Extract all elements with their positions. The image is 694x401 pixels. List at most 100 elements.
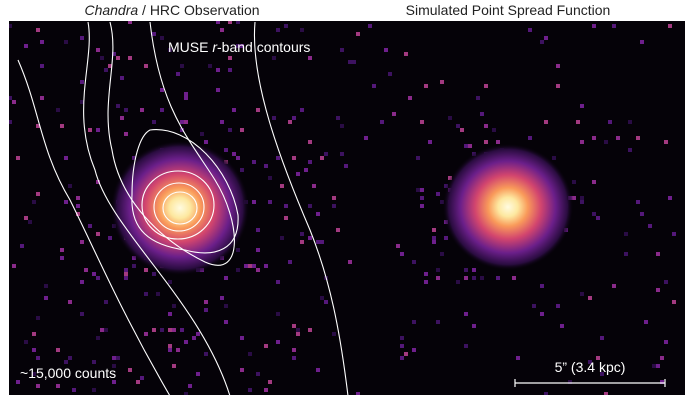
noise-pixel [648, 224, 652, 228]
noise-pixel [112, 380, 116, 384]
noise-pixel [420, 120, 424, 124]
noise-pixel [356, 32, 360, 36]
noise-pixel [652, 364, 656, 368]
noise-pixel [640, 212, 644, 216]
noise-pixel [12, 100, 16, 104]
noise-pixel [572, 196, 576, 200]
noise-pixel [24, 216, 28, 220]
noise-pixel [204, 300, 208, 304]
noise-pixel [580, 104, 584, 108]
panel-title: Simulated Point Spread Function [406, 2, 611, 18]
noise-pixel [332, 332, 336, 336]
noise-pixel [20, 244, 24, 248]
noise-pixel [104, 328, 108, 332]
noise-pixel [476, 96, 480, 100]
noise-pixel [196, 332, 200, 336]
noise-pixel [292, 116, 296, 120]
psf-source [442, 143, 574, 271]
noise-pixel [68, 184, 72, 188]
noise-pixel [364, 136, 368, 140]
noise-pixel [92, 388, 96, 392]
noise-pixel [664, 280, 668, 284]
noise-pixel [404, 352, 408, 356]
noise-pixel [180, 120, 184, 124]
noise-pixel [644, 320, 648, 324]
noise-pixel [80, 100, 84, 104]
noise-pixel [612, 284, 616, 288]
noise-pixel [112, 364, 116, 368]
noise-pixel [456, 280, 460, 284]
noise-pixel [68, 356, 72, 360]
noise-pixel [336, 228, 340, 232]
noise-pixel [144, 332, 148, 336]
noise-pixel [72, 388, 76, 392]
noise-pixel [440, 252, 444, 256]
noise-pixel [420, 196, 424, 200]
noise-pixel [280, 184, 284, 188]
noise-pixel [464, 344, 468, 348]
noise-pixel [336, 116, 340, 120]
noise-pixel [496, 276, 500, 280]
noise-pixel [80, 80, 84, 84]
noise-pixel [540, 40, 544, 44]
noise-pixel [544, 120, 548, 124]
noise-pixel [292, 156, 296, 160]
noise-pixel [24, 44, 28, 48]
contour [141, 170, 215, 240]
label-part: r [212, 39, 218, 55]
noise-pixel [144, 292, 148, 296]
noise-pixel [192, 336, 196, 340]
noise-pixel [196, 372, 200, 376]
noise-pixel [224, 320, 228, 324]
noise-pixel [252, 160, 256, 164]
contour [131, 129, 239, 254]
noise-pixel [440, 200, 444, 204]
noise-pixel [340, 48, 344, 52]
noise-pixel [512, 276, 516, 280]
noise-pixel [372, 84, 376, 88]
noise-pixel [92, 360, 96, 364]
noise-pixel [348, 260, 352, 264]
noise-pixel [44, 284, 48, 288]
noise-pixel [100, 56, 104, 60]
noise-pixel [592, 180, 596, 184]
noise-pixel [240, 168, 244, 172]
noise-pixel [236, 44, 240, 48]
noise-pixel [392, 112, 396, 116]
noise-pixel [188, 384, 192, 388]
noise-pixel [636, 200, 640, 204]
noise-pixel [268, 200, 272, 204]
noise-pixel [60, 256, 64, 260]
noise-pixel [300, 108, 304, 112]
noise-pixel [80, 36, 84, 40]
noise-pixel [308, 236, 312, 240]
noise-pixel [672, 300, 676, 304]
noise-pixel [288, 120, 292, 124]
noise-pixel [264, 264, 268, 268]
noise-pixel [256, 108, 260, 112]
noise-pixel [268, 380, 272, 384]
noise-pixel [96, 276, 100, 280]
noise-pixel [132, 264, 136, 268]
noise-pixel [228, 56, 232, 60]
contour [253, 21, 349, 396]
noise-pixel [144, 268, 148, 272]
noise-pixel [252, 200, 256, 204]
noise-pixel [428, 140, 432, 144]
noise-pixel [540, 284, 544, 288]
noise-pixel [228, 20, 232, 24]
noise-pixel [340, 152, 344, 156]
noise-pixel [320, 156, 324, 160]
noise-pixel [532, 304, 536, 308]
noise-pixel [216, 20, 220, 24]
title-italic: Chandra [84, 2, 138, 18]
noise-pixel [80, 240, 84, 244]
noise-pixel [320, 240, 324, 244]
noise-pixel [64, 40, 68, 44]
noise-pixel [608, 120, 612, 124]
noise-pixel [108, 64, 112, 68]
noise-pixel [12, 264, 16, 268]
noise-pixel [116, 104, 120, 108]
noise-pixel [340, 124, 344, 128]
